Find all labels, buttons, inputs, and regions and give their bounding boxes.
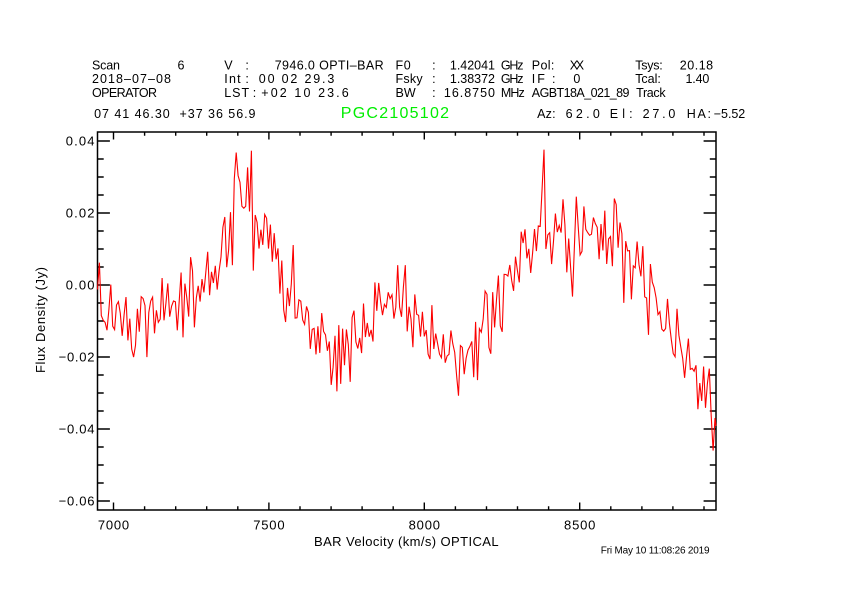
svg-text:−0.06: −0.06	[59, 494, 95, 509]
svg-text:0.02: 0.02	[66, 206, 95, 221]
svg-text:El:: El:	[610, 107, 633, 121]
svg-text:00 02 29.3: 00 02 29.3	[259, 72, 335, 86]
svg-text:−0.04: −0.04	[59, 422, 95, 437]
svg-text:GHz: GHz	[501, 72, 524, 86]
svg-text:20.18: 20.18	[680, 58, 713, 72]
svg-text:1.42041: 1.42041	[450, 58, 495, 72]
svg-text:0: 0	[573, 72, 580, 86]
svg-text:Az:: Az:	[537, 107, 556, 121]
svg-text:Fsky: Fsky	[396, 72, 424, 86]
svg-text:0.00: 0.00	[66, 278, 95, 293]
svg-text:+02 10 23.6: +02 10 23.6	[261, 86, 348, 100]
svg-text::: :	[245, 72, 248, 86]
svg-text:7000: 7000	[98, 517, 129, 532]
svg-text::: :	[432, 58, 435, 72]
svg-text:8500: 8500	[564, 517, 595, 532]
svg-text:Flux Density (Jy): Flux Density (Jy)	[33, 267, 48, 373]
svg-text:Track: Track	[636, 86, 666, 100]
svg-text::: :	[253, 86, 256, 100]
svg-text::: :	[432, 72, 435, 86]
svg-text:Scan: Scan	[92, 58, 120, 72]
svg-text:0.04: 0.04	[66, 134, 95, 149]
svg-text:16.8750: 16.8750	[444, 86, 495, 100]
svg-text:AGBT18A_021_89: AGBT18A_021_89	[532, 86, 630, 100]
svg-text:F0: F0	[396, 58, 411, 72]
svg-text:BW: BW	[396, 86, 416, 100]
svg-text:62.0: 62.0	[566, 107, 600, 121]
svg-text:OPERATOR: OPERATOR	[92, 86, 157, 100]
svg-text:Fri May 10 11:08:26 2019: Fri May 10 11:08:26 2019	[601, 546, 710, 557]
svg-text:PGC2105102: PGC2105102	[341, 105, 449, 122]
svg-text:Pol:: Pol:	[532, 58, 555, 72]
svg-text:LST: LST	[224, 86, 249, 100]
svg-text:6: 6	[178, 58, 185, 72]
svg-text::: :	[552, 72, 555, 86]
svg-text:7946.0 OPTI–BAR: 7946.0 OPTI–BAR	[275, 58, 384, 72]
svg-text:Tsys:: Tsys:	[635, 58, 663, 72]
svg-text:GHz: GHz	[501, 58, 524, 72]
svg-text:−0.02: −0.02	[59, 350, 95, 365]
svg-text:27.0: 27.0	[643, 107, 676, 121]
svg-text::: :	[245, 58, 248, 72]
svg-text:1.40: 1.40	[686, 72, 710, 86]
svg-text:7500: 7500	[253, 517, 284, 532]
svg-text:2018–07–08: 2018–07–08	[92, 72, 171, 86]
svg-text:Tcal:: Tcal:	[635, 72, 661, 86]
svg-text:XX: XX	[570, 58, 585, 72]
svg-text:V: V	[224, 58, 233, 72]
svg-text:1.38372: 1.38372	[450, 72, 495, 86]
svg-text:BAR Velocity (km/s) OPTICAL: BAR Velocity (km/s) OPTICAL	[314, 534, 499, 549]
svg-text:8000: 8000	[409, 517, 440, 532]
svg-text::: :	[432, 86, 435, 100]
svg-text:IF: IF	[532, 72, 545, 86]
svg-text:07 41 46.30 +37 36 56.9: 07 41 46.30 +37 36 56.9	[94, 107, 255, 121]
svg-text:−5.52: −5.52	[714, 107, 745, 121]
svg-text:HA:: HA:	[687, 107, 711, 121]
svg-text:MHz: MHz	[501, 86, 525, 100]
svg-text:Int: Int	[224, 72, 241, 86]
